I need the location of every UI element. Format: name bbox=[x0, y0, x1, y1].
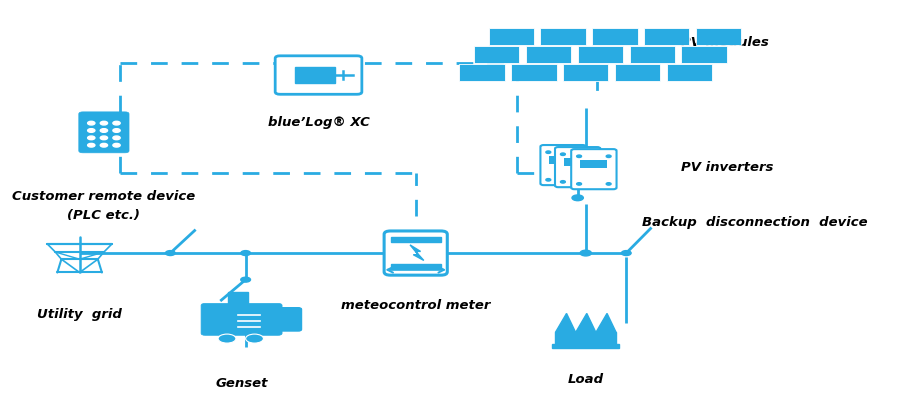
Polygon shape bbox=[410, 245, 423, 260]
Circle shape bbox=[590, 153, 595, 155]
Polygon shape bbox=[540, 28, 586, 45]
Circle shape bbox=[576, 178, 580, 181]
Bar bbox=[390, 237, 440, 242]
Polygon shape bbox=[578, 47, 623, 63]
Polygon shape bbox=[459, 64, 505, 81]
Polygon shape bbox=[696, 28, 741, 45]
Text: meteocontrol meter: meteocontrol meter bbox=[341, 299, 491, 312]
Bar bbox=[295, 67, 335, 84]
Circle shape bbox=[577, 183, 581, 185]
Polygon shape bbox=[511, 64, 557, 81]
FancyBboxPatch shape bbox=[79, 112, 129, 153]
Text: Utility  grid: Utility grid bbox=[37, 308, 122, 321]
Circle shape bbox=[165, 250, 175, 255]
FancyBboxPatch shape bbox=[201, 303, 282, 335]
Bar bbox=[550, 156, 577, 164]
Text: PV modules: PV modules bbox=[682, 36, 769, 49]
Polygon shape bbox=[474, 47, 519, 63]
Polygon shape bbox=[555, 314, 616, 332]
Text: (PLC etc.): (PLC etc.) bbox=[67, 209, 140, 222]
Polygon shape bbox=[666, 64, 712, 81]
Circle shape bbox=[576, 151, 580, 153]
Circle shape bbox=[113, 143, 120, 147]
Circle shape bbox=[240, 277, 250, 282]
FancyBboxPatch shape bbox=[384, 231, 448, 275]
Circle shape bbox=[561, 180, 565, 183]
Bar bbox=[553, 344, 620, 348]
Circle shape bbox=[561, 153, 565, 155]
Circle shape bbox=[577, 155, 581, 157]
Circle shape bbox=[113, 129, 120, 132]
Circle shape bbox=[546, 151, 551, 153]
Polygon shape bbox=[526, 47, 571, 63]
Circle shape bbox=[240, 250, 250, 255]
Circle shape bbox=[606, 183, 611, 185]
Circle shape bbox=[572, 195, 583, 201]
Text: blue’Log® XC: blue’Log® XC bbox=[267, 116, 370, 129]
Polygon shape bbox=[682, 47, 727, 63]
Circle shape bbox=[546, 178, 551, 181]
Polygon shape bbox=[592, 28, 638, 45]
Bar bbox=[580, 160, 607, 169]
Text: Genset: Genset bbox=[215, 377, 268, 390]
FancyBboxPatch shape bbox=[540, 145, 586, 185]
FancyBboxPatch shape bbox=[555, 147, 600, 187]
Circle shape bbox=[88, 136, 95, 140]
Circle shape bbox=[246, 334, 264, 343]
Circle shape bbox=[590, 180, 595, 183]
Circle shape bbox=[100, 136, 108, 140]
Polygon shape bbox=[630, 47, 675, 63]
Circle shape bbox=[113, 121, 120, 125]
Circle shape bbox=[622, 250, 631, 255]
Text: PV inverters: PV inverters bbox=[682, 162, 774, 174]
Polygon shape bbox=[563, 64, 608, 81]
Bar bbox=[228, 292, 248, 305]
Circle shape bbox=[580, 250, 591, 256]
Polygon shape bbox=[489, 28, 534, 45]
FancyBboxPatch shape bbox=[274, 308, 301, 331]
Text: Backup  disconnection  device: Backup disconnection device bbox=[642, 216, 868, 229]
Circle shape bbox=[218, 334, 236, 343]
Bar bbox=[564, 158, 591, 166]
Circle shape bbox=[100, 121, 108, 125]
Text: Load: Load bbox=[568, 373, 604, 386]
Polygon shape bbox=[644, 28, 690, 45]
FancyBboxPatch shape bbox=[275, 56, 361, 94]
Circle shape bbox=[88, 143, 95, 147]
Polygon shape bbox=[615, 64, 660, 81]
Bar bbox=[555, 332, 616, 344]
Circle shape bbox=[606, 155, 611, 157]
FancyBboxPatch shape bbox=[571, 149, 616, 189]
Circle shape bbox=[88, 121, 95, 125]
Bar bbox=[390, 265, 440, 269]
Text: Customer remote device: Customer remote device bbox=[13, 190, 196, 203]
Circle shape bbox=[113, 136, 120, 140]
Circle shape bbox=[88, 129, 95, 132]
Circle shape bbox=[100, 129, 108, 132]
Circle shape bbox=[100, 143, 108, 147]
